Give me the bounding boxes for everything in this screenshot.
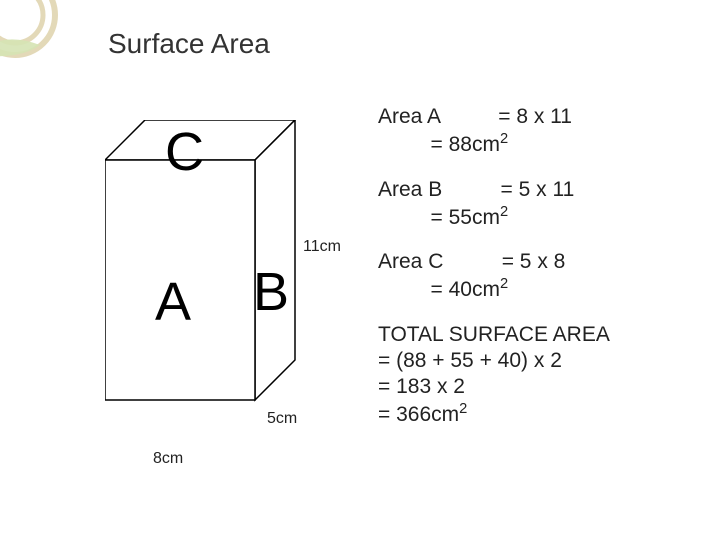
prism-diagram: A B C 11cm 5cm 8cm xyxy=(105,120,365,485)
calc-t-line2: = (88 + 55 + 40) x 2 xyxy=(378,348,610,374)
face-side xyxy=(255,120,295,400)
calc-total: TOTAL SURFACE AREA = (88 + 55 + 40) x 2 … xyxy=(378,322,610,429)
dim-11cm: 11cm xyxy=(303,238,341,256)
dim-5cm: 5cm xyxy=(267,410,297,428)
sq: 2 xyxy=(500,204,508,220)
calc-c-line2: = 40cm xyxy=(378,278,500,301)
calc-b-line1: Area B = 5 x 11 xyxy=(378,178,574,201)
page-title: Surface Area xyxy=(108,28,270,60)
label-b: B xyxy=(253,262,289,322)
sq: 2 xyxy=(459,401,467,417)
calc-area-a: Area A = 8 x 11 = 88cm2 xyxy=(378,104,610,159)
sq: 2 xyxy=(500,276,508,292)
dim-8cm: 8cm xyxy=(153,450,183,468)
calc-t-line1: TOTAL SURFACE AREA xyxy=(378,322,610,348)
calc-c-line1: Area C = 5 x 8 xyxy=(378,250,565,273)
calc-t-line4: = 366cm xyxy=(378,403,459,426)
calc-a-line1: Area A = 8 x 11 xyxy=(378,105,572,128)
calc-a-line2: = 88cm xyxy=(378,133,500,156)
calc-area-b: Area B = 5 x 11 = 55cm2 xyxy=(378,177,610,232)
calc-area-c: Area C = 5 x 8 = 40cm2 xyxy=(378,249,610,304)
calc-b-line2: = 55cm xyxy=(378,206,500,229)
sq: 2 xyxy=(500,131,508,147)
calc-t-line3: = 183 x 2 xyxy=(378,374,610,400)
label-c: C xyxy=(165,122,204,182)
label-a: A xyxy=(155,272,191,332)
calculations: Area A = 8 x 11 = 88cm2 Area B = 5 x 11 … xyxy=(378,104,610,447)
corner-decoration xyxy=(0,0,90,90)
